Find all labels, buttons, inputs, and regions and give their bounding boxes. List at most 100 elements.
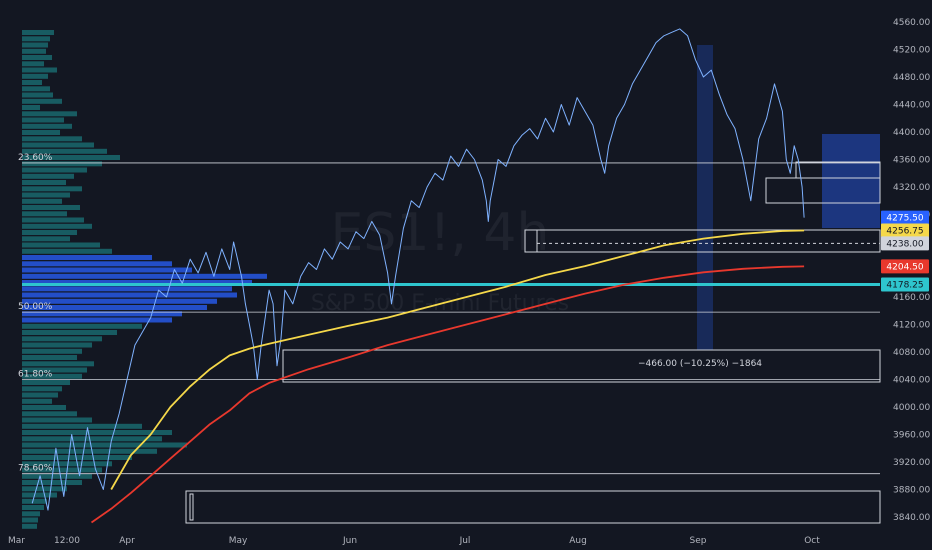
demand-zone-box [185,490,881,524]
series-sma_fast-line [110,229,805,490]
volume-profile-bar [22,36,50,42]
volume-profile-bar [22,430,172,435]
volume-profile-bar [22,48,46,54]
y-tick-label: 4480.00 [893,73,930,83]
volume-profile-bar [22,230,77,235]
price-badge-label: 4256.75 [886,226,923,236]
x-tick-label: Jun [342,536,357,546]
volume-profile-bar [22,361,94,367]
fib-level-label: 23.60% [18,153,53,163]
fib-level-label: 50.00% [18,302,53,312]
volume-profile-bar [22,517,38,523]
volume-profile-bar [22,380,70,385]
volume-profile-bar [22,405,66,410]
volume-profile-bar [22,348,82,354]
x-tick-label: May [229,536,248,546]
price-badge-label: 4238.00 [886,239,923,249]
y-tick-label: 4440.00 [893,101,930,111]
volume-profile-bar [22,186,82,192]
y-tick-label: 4360.00 [893,156,930,166]
volume-profile-bar [22,467,102,473]
volume-profile-bar [22,373,82,379]
volume-profile-bar [22,448,157,454]
x-tick-label: Apr [119,536,135,546]
price-badge-label: 4178.25 [886,280,923,290]
y-tick-label: 4560.00 [893,18,930,28]
volume-profile-bar [22,505,44,510]
volume-profile-bar [22,92,53,98]
volume-profile-bar [22,80,42,85]
price-badge [881,223,929,238]
volume-profile-bar [22,123,72,129]
volume-profile-bar [22,330,117,335]
volume-profile-bar [22,298,217,304]
volume-profile-bar [22,136,82,142]
volume-profile-bar [22,442,187,448]
volume-profile-bar [22,198,62,204]
volume-profile-bar [22,242,100,248]
volume-profile-bar [22,486,67,492]
y-tick-label: 4520.00 [893,46,930,56]
x-tick-label: Aug [569,536,587,546]
volume-profile-bar [22,248,112,254]
volume-profile-bar [22,305,207,310]
volume-profile-bar [22,398,52,404]
volume-profile-bar [22,236,70,242]
volume-profile-bar [22,42,48,48]
y-tick-label: 4400.00 [893,128,930,138]
volume-profile-bar [22,111,77,117]
volume-profile-bar [22,323,142,329]
y-tick-label: 4040.00 [893,376,930,386]
volume-profile-bar [22,355,77,360]
y-tick-label: 4120.00 [893,321,930,331]
volume-profile-bar [22,455,132,460]
volume-profile-bar [22,267,192,273]
volume-profile-bar [22,211,67,217]
volume-profile-bar [22,392,58,398]
volume-profile-bar [22,286,232,292]
volume-profile-bar [22,511,40,517]
y-tick-label: 4320.00 [893,183,930,193]
volume-profile-bar [22,98,62,104]
x-tick-label: Sep [690,536,707,546]
supply-zone [822,134,880,228]
volume-profile-bar [22,105,40,110]
volume-profile-bar [22,130,60,135]
price-badge-label: 4275.50 [886,214,923,224]
volume-profile-bar [22,30,54,35]
x-axis[interactable]: Mar 12:00 Apr May Jun Jul Aug Sep Oct [8,536,820,546]
volume-profile-bar [22,167,87,173]
y-tick-label: 3840.00 [893,513,930,523]
volume-profile-bar [22,142,94,148]
fib-level-label: 61.80% [18,370,53,380]
price-badge [881,236,929,251]
volume-profile-bar [22,423,142,429]
volume-profile-bar [22,311,182,317]
volume-profile-bar [22,473,92,479]
y-tick-label: 3960.00 [893,431,930,441]
demand-zone-marker [189,493,194,521]
volume-profile [22,30,267,529]
volume-profile-bar [22,192,70,198]
horizontal-levels: 23.60% 50.00% 61.80% 78.60% [18,153,880,475]
volume-profile-bar [22,61,44,67]
volume-profile-bar [22,161,102,167]
volume-profile-bar [22,148,107,154]
volume-profile-bar [22,523,37,529]
volume-profile-bar [22,436,162,442]
price-badge [881,210,929,225]
series-lines [31,28,805,524]
volume-profile-bar [22,498,47,504]
volume-profile-bar [22,217,84,223]
y-tick-label: 4080.00 [893,348,930,358]
y-axis[interactable]: 4560.00 4520.00 4480.00 4440.00 4400.00 4360.… [893,18,930,523]
volume-profile-bar [22,280,252,285]
volume-profile-bar [22,205,80,210]
measure-annotation: −466.00 (−10.25%) −1864 [638,359,762,369]
volume-profile-bar [22,55,52,60]
volume-profile-bar [22,86,50,92]
volume-profile-bar [22,223,92,229]
volume-profile-bar [22,367,87,373]
volume-profile-bar [22,255,152,260]
